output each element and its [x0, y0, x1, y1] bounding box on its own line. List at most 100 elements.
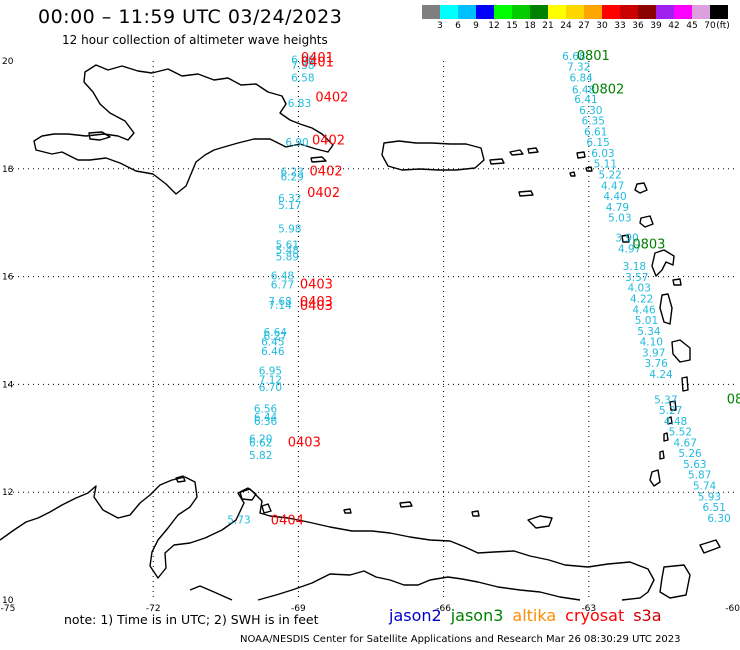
colorbar-label: 39	[650, 21, 662, 31]
wave-height-value: 6.35	[582, 116, 605, 128]
wave-height-value: 6.30	[707, 513, 730, 525]
wave-height-value: 7.68	[268, 296, 291, 308]
wave-height-value: 6.03	[591, 148, 614, 160]
wave-height-value: 4.10	[640, 337, 663, 349]
satellite-jason2: jason2	[389, 606, 442, 625]
wave-height-value: 6.36	[254, 416, 278, 428]
st-lucia-island	[681, 376, 689, 392]
satellite-legend: jason2 jason3 altika cryosat s3a	[389, 606, 671, 625]
colorbar-swatch	[584, 5, 602, 19]
wave-height-value: 4.79	[606, 202, 629, 214]
wave-height-value: 6.27	[264, 331, 287, 343]
colorbar-swatch	[422, 5, 440, 19]
wave-height-value: 7.14	[268, 300, 292, 312]
wave-height-value: 6.45	[261, 337, 284, 349]
wave-height-value: 6.15	[586, 137, 609, 149]
latitude-label: 20	[2, 57, 14, 67]
wave-height-value: 6.77	[271, 279, 294, 291]
wave-height-value: 6.51	[703, 502, 726, 514]
satellite-altika: altika	[512, 606, 557, 625]
colorbar-swatch	[458, 5, 476, 19]
longitude-label: -60	[725, 604, 740, 614]
wave-height-value: 4.22	[630, 293, 653, 305]
wave-height-value: 5.22	[598, 170, 621, 182]
pass-time-label: 0404	[271, 514, 304, 529]
colorbar-swatch	[494, 5, 512, 19]
stbarth-saba	[569, 166, 593, 177]
wave-height-value: 5.82	[249, 450, 272, 462]
wave-height-value: 5.61	[276, 240, 299, 252]
barbuda-island	[634, 182, 648, 194]
latitude-label: 16	[2, 273, 14, 283]
colorbar-swatch	[566, 5, 584, 19]
wave-height-value: 4.24	[649, 369, 673, 381]
axis-labels: 20 18 16 14 12 10-75 -72 -69 -66 -63 -60	[1, 57, 740, 614]
pass-time-label: 0803	[632, 238, 665, 253]
wave-height-value: 5.52	[669, 427, 692, 439]
pass-time-label: 0402	[315, 90, 348, 105]
hispaniola-coast	[33, 64, 334, 195]
longitude-label: -75	[1, 604, 16, 614]
wave-height-value: 4.40	[603, 191, 626, 203]
colorbar-swatch	[692, 5, 710, 19]
longitude-label: -72	[146, 604, 161, 614]
st-croix-island	[518, 190, 534, 197]
st-vincent-grenadines	[659, 400, 677, 460]
wave-height-value: 7.38	[291, 60, 314, 72]
wave-height-value: 5.17	[278, 200, 301, 212]
wave-height-value: 4.46	[632, 304, 656, 316]
wave-height-value: 5.89	[276, 251, 299, 263]
pass-time-label: 0802	[591, 82, 624, 97]
wave-height-value: 6.29	[280, 172, 303, 184]
vieques-island	[489, 158, 505, 165]
guadeloupe-island	[651, 249, 675, 277]
pass-time-labels: 0401040104020402040204020403040304030403…	[271, 49, 740, 529]
longitude-label: -66	[436, 604, 451, 614]
wave-height-value: 6.84	[569, 72, 593, 84]
wave-height-value: 5.03	[608, 213, 631, 225]
wave-height-value: 3.76	[644, 358, 668, 370]
colorbar-label: 9	[473, 21, 479, 31]
pass-time-label: 0402	[312, 134, 345, 149]
colorbar-swatch	[476, 5, 494, 19]
colorbar-swatch	[620, 5, 638, 19]
wave-height-value: 5.98	[278, 223, 301, 235]
wave-height-value: 5.63	[683, 459, 706, 471]
latitude-label: 12	[2, 488, 13, 498]
colorbar-label: 27	[578, 21, 590, 31]
wave-height-value: 5.34	[637, 326, 661, 338]
longitude-label: -63	[581, 604, 596, 614]
bonaire-island	[261, 503, 272, 514]
wave-height-value: 6.58	[291, 72, 314, 84]
la-orchila	[399, 501, 413, 508]
colorbar-swatch	[710, 5, 728, 19]
wave-height-value: 7.12	[259, 374, 282, 386]
altimeter-tracks: 6.967.386.58 6.83 6.90 6.236.29 6.325.17 5.98…	[227, 51, 731, 527]
wave-height-value: 6.32	[278, 193, 301, 205]
satellite-cryosat: cryosat	[565, 606, 625, 625]
wave-height-colorbar	[422, 5, 728, 19]
colorbar-label: 21	[542, 21, 554, 31]
pass-time-label: 0402	[307, 186, 340, 201]
anguilla-stmartin	[576, 151, 586, 159]
wave-height-value: 5.73	[227, 514, 250, 526]
colorbar-label: 33	[614, 21, 626, 31]
coastlines	[0, 64, 721, 601]
wave-height-value: 6.30	[579, 105, 602, 117]
colorbar-swatch	[440, 5, 458, 19]
colorbar-swatch	[548, 5, 566, 19]
wave-height-value: 5.26	[678, 448, 702, 460]
blanquilla-island	[471, 510, 480, 517]
aruba-island	[175, 475, 186, 483]
wave-height-value: 4.48	[664, 416, 687, 428]
montserrat-island	[621, 234, 630, 243]
colorbar-label: 18	[524, 21, 536, 31]
pass-time-label: 0403	[300, 277, 333, 292]
pass-time-label: 0801	[577, 49, 610, 64]
wave-height-value: 6.48	[572, 84, 595, 96]
colorbar-label: 15	[506, 21, 518, 31]
wave-height-value: 3.90	[615, 233, 638, 245]
longitude-label: -69	[291, 604, 306, 614]
wave-height-value: 6.95	[259, 366, 282, 378]
